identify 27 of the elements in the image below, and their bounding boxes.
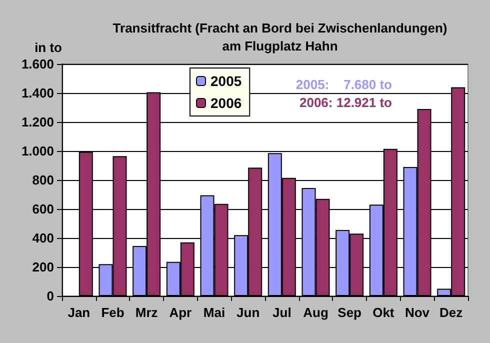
x-tick-label: Feb (101, 305, 124, 320)
x-tick-label: Apr (169, 305, 192, 320)
x-tick-label: Sep (338, 305, 362, 320)
x-tick-label: Jun (236, 305, 260, 320)
y-tick-label: 1.200 (21, 114, 54, 130)
y-tick-label: 1.600 (21, 56, 54, 72)
legend-label: 2006 (210, 95, 242, 111)
x-tick-label: Okt (372, 305, 395, 320)
x-tick-label: Aug (303, 305, 328, 320)
y-tick-label: 600 (32, 202, 54, 216)
x-tick-label: Mai (203, 305, 226, 320)
y-tick-label: 800 (32, 172, 54, 188)
y-tick-label: 200 (32, 260, 54, 274)
y-tick-label: 400 (32, 230, 54, 246)
y-tick-label: 1.400 (21, 86, 54, 100)
annotation: 2005: 7.680 to (296, 77, 392, 92)
x-tick-label: Dez (440, 305, 464, 320)
x-tick-label: Jul (272, 305, 292, 320)
x-tick-label: Jan (68, 305, 90, 320)
annotation: 2006: 12.921 to (299, 95, 392, 110)
x-tick-label: Nov (404, 305, 430, 320)
y-tick-label: 1.000 (21, 144, 54, 158)
y-axis-title: in to (34, 40, 62, 55)
chart-title: Transitfracht (Fracht an Bord bei Zwischenlandungen) am Flugplatz Hahn (112, 20, 448, 54)
x-tick-label: Mrz (135, 305, 158, 320)
y-tick-label: 0 (46, 288, 54, 304)
legend-label: 2005 (210, 73, 242, 89)
